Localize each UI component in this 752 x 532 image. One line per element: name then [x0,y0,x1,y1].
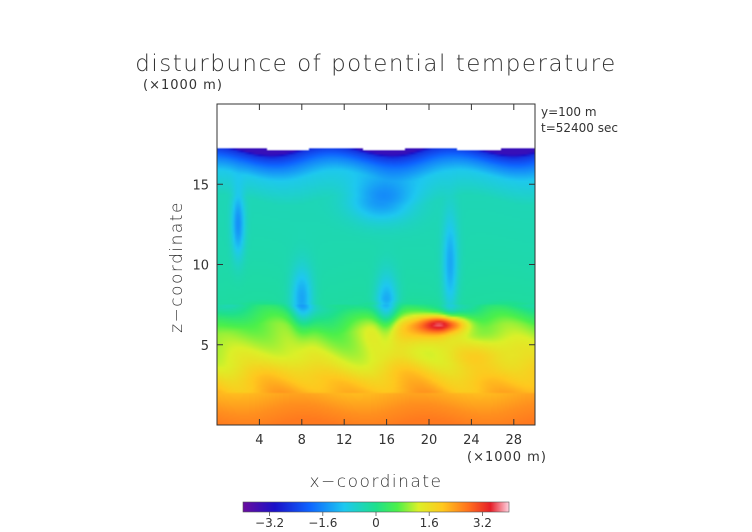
y-tick-label: 10 [192,259,209,274]
x-tick-label: 28 [506,433,523,448]
x-tick-label: 24 [463,433,480,448]
x-axis: 4 8 12 16 20 24 28 [255,104,522,448]
colorbar-tick-label: −3.2 [255,516,284,530]
annotation-y: y=100 m [541,105,597,119]
x-tick-label: 16 [378,433,395,448]
colorbar-tick-label: 1.6 [420,516,439,530]
x-unit-label: (×1000 m) [467,450,547,465]
colorbar-tick-label: −1.6 [308,516,337,530]
colorbar-tick-label: 0 [372,516,380,530]
y-axis: 5 10 15 [192,178,535,354]
y-tick-label: 15 [192,178,209,193]
plot-area [217,104,535,425]
annotation-time: t=52400 sec [541,121,618,135]
z-unit-label: (×1000 m) [143,78,223,93]
y-tick-label: 5 [201,339,209,354]
y-axis-label: z−coordinate [167,201,187,333]
x-tick-label: 8 [298,433,306,448]
x-axis-label: x−coordinate [310,472,443,492]
colorbar-ticks: −3.2 −1.6 0 1.6 3.2 [255,512,492,530]
x-tick-label: 12 [336,433,353,448]
x-tick-label: 20 [421,433,438,448]
colorbar [242,501,510,513]
colorbar-tick-label: 3.2 [473,516,492,530]
x-tick-label: 4 [255,433,263,448]
heatmap-field [217,104,535,425]
chart-title: disturbunce of potential temperature [135,51,617,77]
